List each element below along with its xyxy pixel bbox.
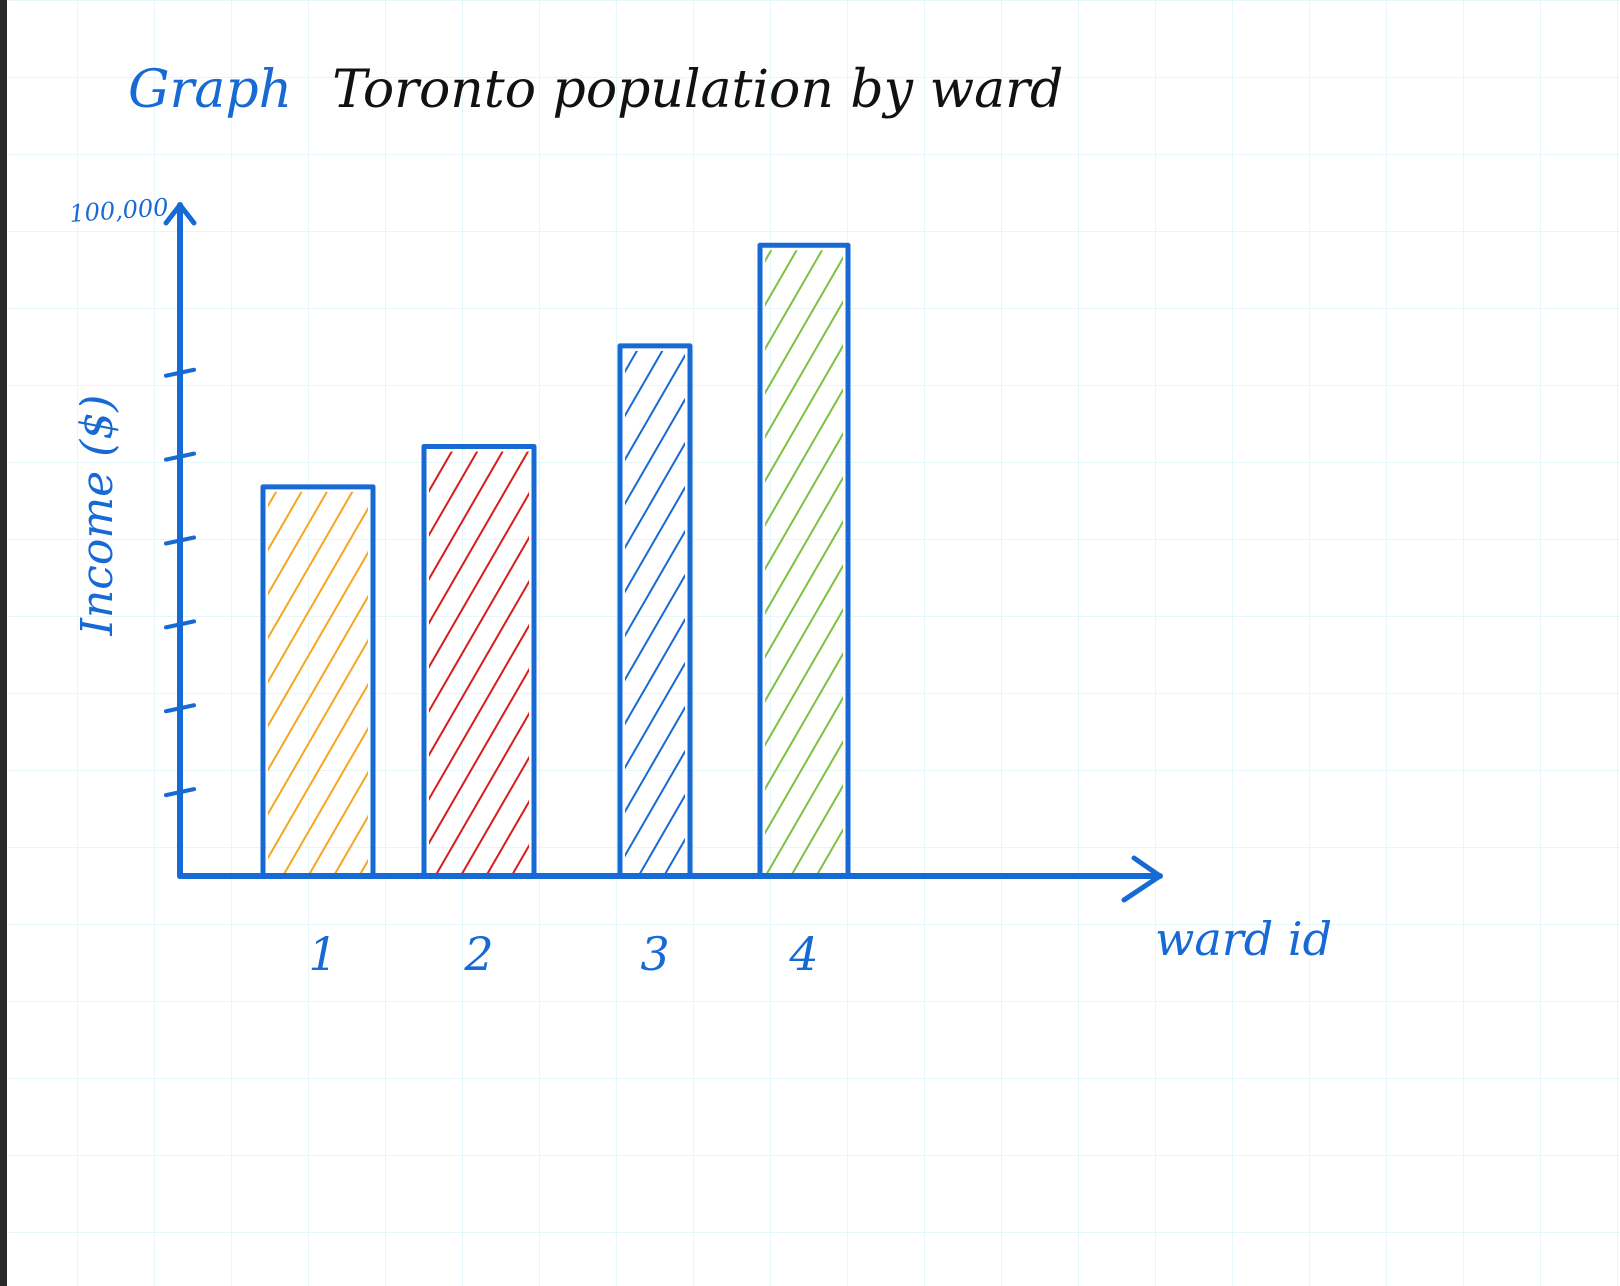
bar-1 [260,484,376,879]
y-tick-6 [164,367,196,378]
title-text: Toronto population by ward [332,60,1064,120]
bar-hatch-1 [268,491,368,876]
bars-layer [260,242,851,879]
y-tick-1 [164,787,196,798]
labels-layer: 1 2 3 4 100,000 Income ($) ward id [68,193,1332,981]
bar-hatch-3 [625,350,685,876]
bar-hatch-2 [429,451,529,876]
x-axis-arrowhead [1121,855,1163,903]
y-axis-arrowhead [163,202,197,226]
title-prefix: Graph [128,60,293,120]
bar-2 [421,444,537,879]
axes-layer [163,202,1163,903]
bar-hatch-4 [765,250,843,876]
bar-3 [617,343,693,879]
x-axis-title: ward id [1155,912,1332,966]
x-tick-label-2: 2 [463,927,493,981]
y-tick-3 [164,619,196,630]
y-axis-title: Income ($) [72,395,123,637]
y-tick-4 [164,535,196,546]
x-tick-label-3: 3 [640,927,669,981]
y-max-label: 100,000 [68,193,169,228]
y-tick-5 [164,451,196,462]
x-tick-label-1: 1 [308,927,337,981]
bar-4 [757,242,851,879]
x-tick-label-4: 4 [788,927,818,981]
window-edge [0,0,7,1286]
chart-title: Graph Toronto population by ward [128,60,1063,120]
y-tick-2 [164,703,196,714]
